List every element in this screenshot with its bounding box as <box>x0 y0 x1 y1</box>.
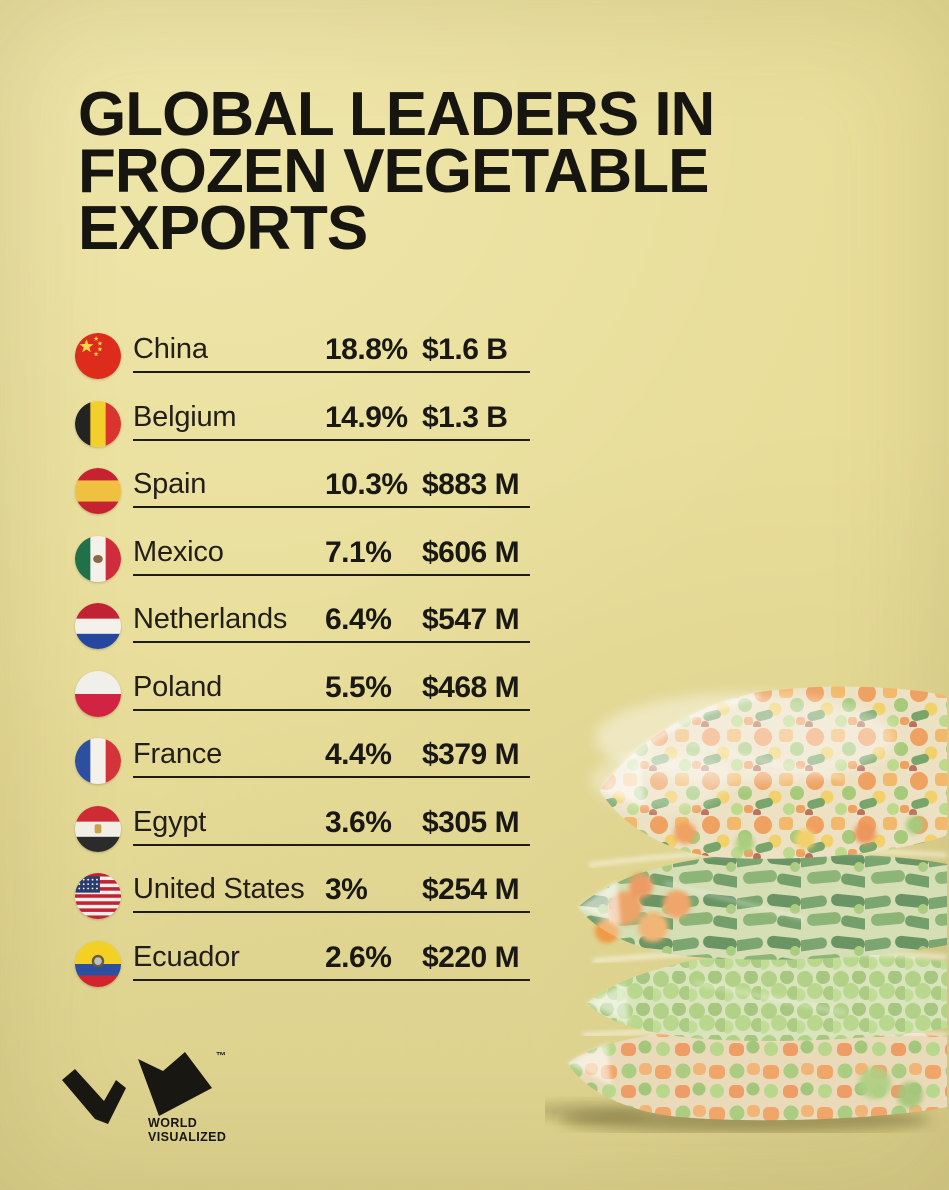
export-value: $883 M <box>422 468 520 501</box>
flag-poland-icon <box>75 670 121 717</box>
table-row: Netherlands 6.4% $547 M <box>75 601 530 669</box>
page-title-line-1: GLOBAL LEADERS IN <box>78 80 715 149</box>
row-divider <box>133 843 530 846</box>
row-divider <box>133 573 530 576</box>
table-row: Ecuador 2.6% $220 M <box>75 939 530 1007</box>
flag-netherlands-icon <box>75 603 121 649</box>
share-percent: 3% <box>325 873 368 906</box>
row-divider <box>133 978 530 981</box>
share-percent: 2.6% <box>325 940 392 974</box>
table-row: Spain 10.3% $883 M <box>75 466 530 534</box>
table-row: China 18.8% $1.6 B <box>75 331 530 399</box>
page-title-line-2: FROZEN VEGETABLE <box>78 137 709 206</box>
export-value: $606 M <box>422 535 520 569</box>
flag-egypt-icon <box>75 805 121 852</box>
brand-name: WORLD VISUALIZED <box>148 1116 227 1144</box>
row-divider <box>133 506 530 509</box>
flag-spain-icon <box>75 468 121 514</box>
row-divider <box>133 438 530 441</box>
table-row: Belgium 14.9% $1.3 B <box>75 399 530 467</box>
share-percent: 6.4% <box>325 603 392 636</box>
brand-name-line-2: VISUALIZED <box>148 1129 227 1144</box>
country-name: Mexico <box>133 535 224 568</box>
export-value: $1.6 B <box>422 333 508 366</box>
table-row: Egypt 3.6% $305 M <box>75 804 530 872</box>
page-title: GLOBAL LEADERS IN FROZEN VEGETABLE EXPOR… <box>78 80 715 263</box>
world-visualized-monogram-icon <box>62 1052 212 1124</box>
page-title-line-3: EXPORTS <box>78 194 368 263</box>
country-name: Spain <box>133 468 207 500</box>
row-divider <box>133 708 530 711</box>
export-value: $547 M <box>422 603 520 636</box>
country-name: Ecuador <box>133 940 240 973</box>
trademark-symbol: ™ <box>216 1051 226 1062</box>
flag-mexico-icon <box>75 535 121 582</box>
export-value: $254 M <box>422 873 520 906</box>
brand-logo: ™ WORLD VISUALIZED <box>62 1050 302 1160</box>
bag-peas <box>587 949 948 1042</box>
country-name: United States <box>133 873 305 905</box>
row-divider <box>133 641 530 644</box>
share-percent: 7.1% <box>325 535 392 569</box>
country-name: Egypt <box>133 805 207 838</box>
table-row: United States 3% $254 M <box>75 871 530 939</box>
row-divider <box>133 776 530 779</box>
bag-mixed-vegetables <box>590 686 947 859</box>
export-value: $1.3 B <box>422 400 508 434</box>
country-name: Poland <box>133 670 223 703</box>
share-percent: 18.8% <box>325 333 408 366</box>
table-row: Poland 5.5% $468 M <box>75 669 530 737</box>
table-row: France 4.4% $379 M <box>75 736 530 804</box>
flag-ecuador-icon <box>75 940 121 987</box>
table-row: Mexico 7.1% $606 M <box>75 534 530 602</box>
flag-united-states-icon <box>75 873 121 919</box>
export-value: $220 M <box>422 940 520 974</box>
row-divider <box>133 911 530 914</box>
export-value: $305 M <box>422 805 520 839</box>
share-percent: 5.5% <box>325 670 392 704</box>
export-value: $468 M <box>422 670 520 704</box>
country-name: China <box>133 333 208 365</box>
bag-carrots-beans <box>578 848 948 960</box>
brand-name-line-1: WORLD <box>148 1116 198 1130</box>
share-percent: 4.4% <box>325 738 392 771</box>
country-name: Belgium <box>133 400 237 433</box>
country-name: Netherlands <box>133 603 288 635</box>
row-divider <box>133 371 530 374</box>
share-percent: 10.3% <box>325 468 408 501</box>
bag-carrots-peas <box>568 1026 948 1121</box>
export-value: $379 M <box>422 738 520 771</box>
share-percent: 3.6% <box>325 805 392 839</box>
share-percent: 14.9% <box>325 400 408 434</box>
flag-china-icon <box>75 333 121 379</box>
country-name: France <box>133 738 223 770</box>
flag-france-icon <box>75 738 121 784</box>
export-ranking-table: China 18.8% $1.6 B Belgium 14.9% $1.3 B … <box>75 331 530 1007</box>
frozen-vegetable-bags-photo <box>545 686 948 1133</box>
flag-belgium-icon <box>75 400 121 447</box>
